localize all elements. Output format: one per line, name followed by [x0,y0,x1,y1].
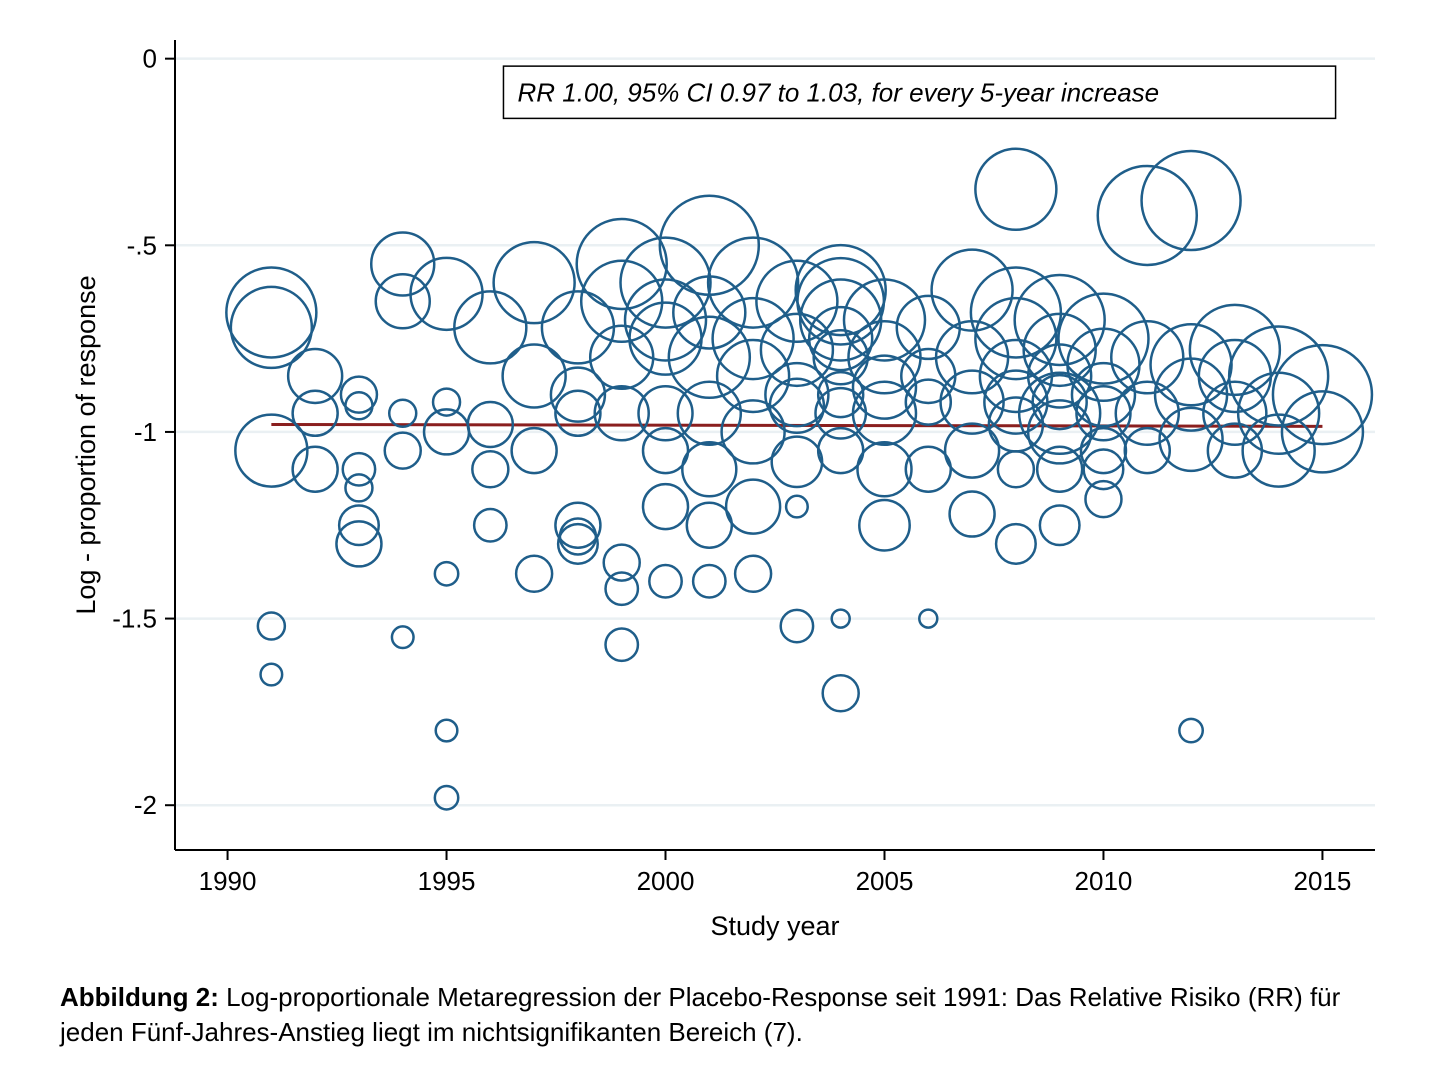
caption-prefix: Abbildung 2: [60,982,219,1012]
caption-text: Log-proportionale Metaregression der Pla… [60,982,1340,1047]
y-tick-label: -1 [134,417,157,447]
x-tick-label: 1990 [199,866,257,896]
x-tick-label: 2000 [637,866,695,896]
x-tick-label: 2010 [1075,866,1133,896]
y-tick-label: -.5 [127,230,157,260]
figure-caption: Abbildung 2: Log-proportionale Metaregre… [60,980,1390,1050]
x-axis-title: Study year [710,911,839,941]
y-tick-label: 0 [143,44,157,74]
annotation-text: RR 1.00, 95% CI 0.97 to 1.03, for every … [517,78,1159,108]
y-tick-label: -2 [134,790,157,820]
bubble-chart: 1990 1995 2000 2005 2010 2015 0 -.5 -1 -1.5 -2 Stud… [60,30,1390,950]
x-tick-label: 2015 [1294,866,1352,896]
y-tick-label: -1.5 [112,604,157,634]
x-tick-label: 2005 [856,866,914,896]
y-axis-title: Log - proportion of response [71,275,101,614]
x-tick-label: 1995 [418,866,476,896]
